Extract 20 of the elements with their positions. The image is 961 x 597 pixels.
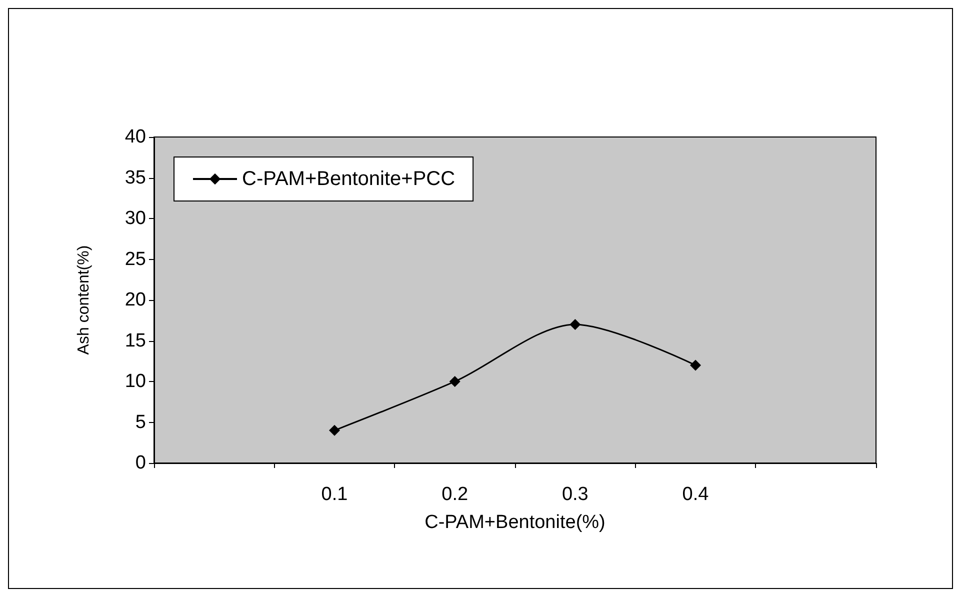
y-tick-label: 30 bbox=[124, 208, 146, 229]
y-tick-label: 10 bbox=[124, 371, 146, 392]
point bbox=[690, 360, 701, 371]
x-tick-label: 0.2 bbox=[442, 484, 468, 505]
x-tick-label: 0.3 bbox=[562, 484, 588, 505]
legend-label: C-PAM+Bentonite+PCC bbox=[242, 168, 456, 190]
y-tick-label: 40 bbox=[124, 126, 146, 148]
x-tick-label: 0.1 bbox=[321, 484, 348, 505]
y-tick-label: 15 bbox=[124, 330, 146, 352]
point bbox=[570, 318, 581, 330]
y-tick-label: 35 bbox=[124, 167, 146, 188]
y-tick-label: 0 bbox=[135, 452, 146, 474]
y-tick-label: 5 bbox=[135, 412, 146, 433]
x-tick-label: 0.4 bbox=[682, 484, 710, 505]
x-axis-title: C-PAM+Bentonite(%) bbox=[424, 512, 606, 533]
y-tick-label: 25 bbox=[124, 248, 146, 270]
point bbox=[449, 376, 460, 387]
y-axis-title: Ash content(%) bbox=[76, 245, 92, 355]
y-tick-label: 20 bbox=[124, 290, 146, 310]
point bbox=[329, 424, 340, 436]
